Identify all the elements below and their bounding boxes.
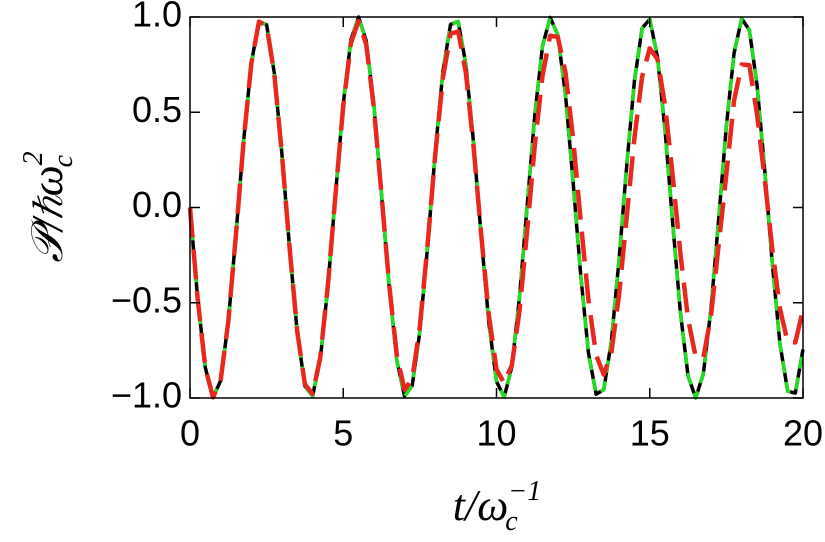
y-label-base: 𝒫/ℏω: [23, 165, 72, 262]
y-tick-label: 0.5: [132, 89, 182, 130]
y-axis-label: 𝒫/ℏω2c: [18, 151, 79, 262]
x-tick-label: 5: [333, 413, 353, 454]
series-line: [187, 18, 806, 400]
y-tick-label: −0.5: [111, 279, 182, 320]
y-label-sub: c: [48, 154, 79, 167]
x-label-base: t/ω: [453, 481, 509, 530]
x-tick-label: 10: [476, 413, 516, 454]
y-tick-label: 1.0: [132, 0, 182, 35]
plot-frame: [189, 16, 804, 399]
x-tick-label: 15: [630, 413, 670, 454]
x-axis-label: t/ω−1 c: [453, 476, 541, 537]
series-line: [188, 15, 805, 400]
y-label-sup: 2: [18, 151, 49, 165]
series-line: [188, 15, 805, 400]
y-tick-label: 0.0: [132, 184, 182, 225]
x-label-sub: c: [505, 506, 518, 537]
x-label-sup: −1: [508, 476, 541, 507]
x-tick-label: 20: [783, 413, 823, 454]
x-tick-label: 0: [180, 413, 200, 454]
y-tick-label: −1.0: [111, 375, 182, 416]
